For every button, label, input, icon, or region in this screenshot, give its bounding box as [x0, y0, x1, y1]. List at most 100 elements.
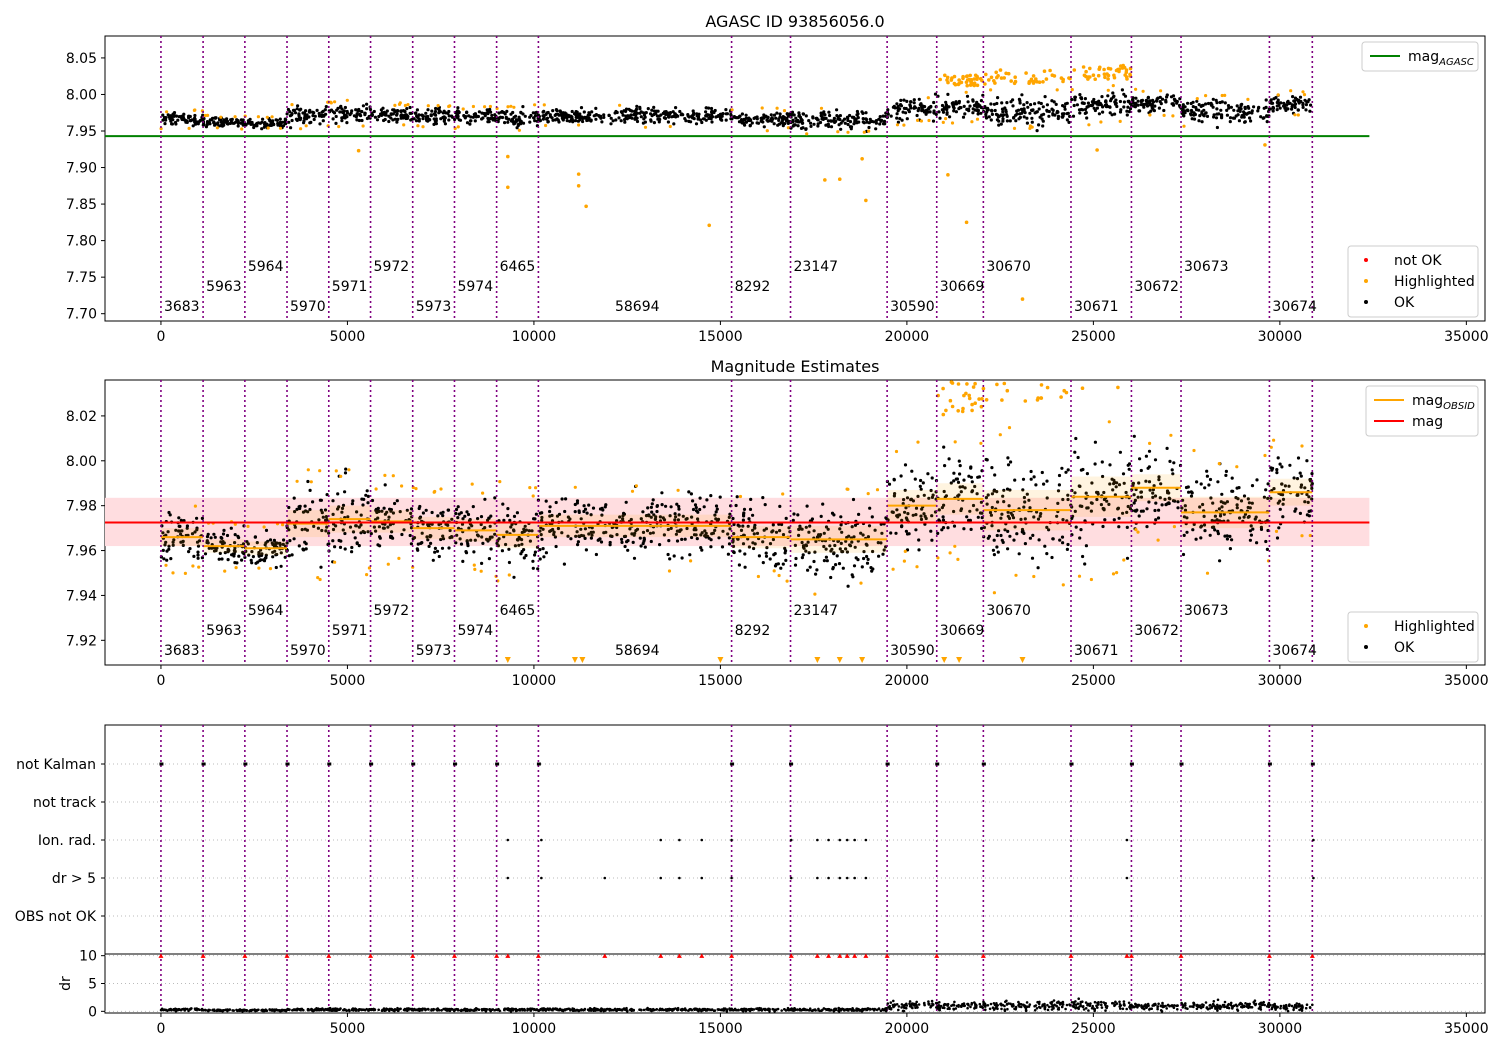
flag-not-kalman-mark [789, 762, 794, 766]
ok-point [447, 114, 451, 118]
ok-point [650, 114, 654, 118]
ok-point [1212, 115, 1216, 119]
ok-point [997, 123, 1001, 127]
ok-point [1010, 513, 1015, 517]
highlighted-point [1091, 73, 1096, 77]
ok-point [1201, 502, 1205, 507]
ok-point [868, 506, 872, 510]
ok-point [908, 104, 913, 108]
ok-point [634, 107, 639, 111]
ok-point [1148, 103, 1152, 107]
ok-point [996, 550, 1000, 554]
highlighted-point [950, 121, 955, 125]
dr-point [722, 1008, 726, 1012]
ok-point [209, 536, 213, 540]
highlighted-point [1141, 89, 1145, 93]
ok-point [370, 498, 375, 503]
dr-point [277, 1009, 281, 1012]
ok-point [346, 515, 350, 519]
ok-point [952, 106, 956, 110]
ok-point [698, 496, 702, 500]
ok-point [854, 119, 858, 123]
ok-point [838, 527, 842, 531]
ok-point [222, 118, 226, 122]
ok-point [807, 551, 811, 555]
highlighted-point [295, 479, 299, 483]
ok-point [557, 113, 561, 117]
ok-point [985, 502, 989, 506]
ok-point [1254, 515, 1258, 519]
ok-point [901, 110, 905, 114]
ok-point [399, 113, 404, 117]
ok-point [466, 512, 471, 517]
ok-point [1276, 501, 1280, 505]
ok-point [862, 556, 866, 561]
highlighted-point [984, 72, 988, 77]
highlighted-point [402, 123, 406, 127]
ok-point [741, 524, 745, 528]
ok-point [1057, 473, 1062, 478]
ok-point [1134, 96, 1138, 100]
ok-point [906, 511, 910, 516]
ok-point [1151, 495, 1155, 499]
ok-point [608, 543, 612, 547]
ok-point [887, 482, 892, 486]
ok-point [1153, 494, 1158, 498]
ok-point [214, 548, 218, 553]
ok-point [419, 541, 423, 546]
flag-dr5-mark [789, 876, 793, 880]
ok-point [618, 515, 622, 519]
ok-point [576, 543, 580, 547]
ok-point [669, 505, 673, 509]
ok-point [607, 113, 611, 117]
ok-point [489, 514, 493, 518]
ok-point [689, 492, 694, 496]
ok-point [374, 529, 378, 533]
ok-point [952, 479, 956, 483]
legend-label-subscript: OBSID [1443, 401, 1475, 412]
y-tick-label: 7.80 [66, 234, 97, 250]
ok-point [1237, 106, 1241, 110]
highlighted-point [1171, 114, 1175, 118]
ok-point [336, 492, 340, 496]
highlighted-point [456, 125, 460, 129]
ok-point [904, 529, 909, 533]
dr-point [680, 1007, 684, 1011]
ok-point [409, 542, 413, 546]
ok-point [560, 497, 564, 501]
ok-point [1229, 105, 1233, 109]
legend-box [1361, 41, 1479, 72]
ok-point [253, 535, 257, 539]
ok-point [1148, 488, 1152, 492]
highlighted-point [219, 115, 223, 119]
dr-point [506, 1007, 510, 1010]
ok-point [276, 123, 280, 127]
highlighted-point [365, 573, 369, 577]
legend-dot-swatch [1364, 624, 1368, 628]
ok-point [213, 116, 217, 120]
ok-point [233, 546, 237, 550]
dr-point [243, 1008, 247, 1012]
ok-point [676, 518, 681, 522]
ok-point [592, 114, 596, 118]
obsid-label: 5972 [374, 603, 410, 619]
dr-point [358, 1008, 361, 1011]
obsid-label: 8292 [735, 279, 771, 295]
ok-point [808, 524, 812, 528]
ok-point [771, 537, 776, 542]
highlighted-outlier [356, 148, 361, 153]
ok-point [986, 536, 990, 540]
ok-point [465, 510, 469, 514]
ok-point [408, 111, 412, 115]
ok-point [274, 565, 278, 570]
ok-point [213, 123, 217, 127]
ok-point [865, 543, 869, 547]
x-tick-label: 25000 [1071, 673, 1116, 689]
ok-point [456, 505, 460, 509]
ok-point [921, 481, 925, 485]
ok-point [768, 542, 773, 546]
dr-point [350, 1008, 354, 1011]
ok-point [416, 542, 420, 546]
highlighted-point [989, 75, 994, 80]
flag-ion-rad-mark [864, 838, 868, 842]
